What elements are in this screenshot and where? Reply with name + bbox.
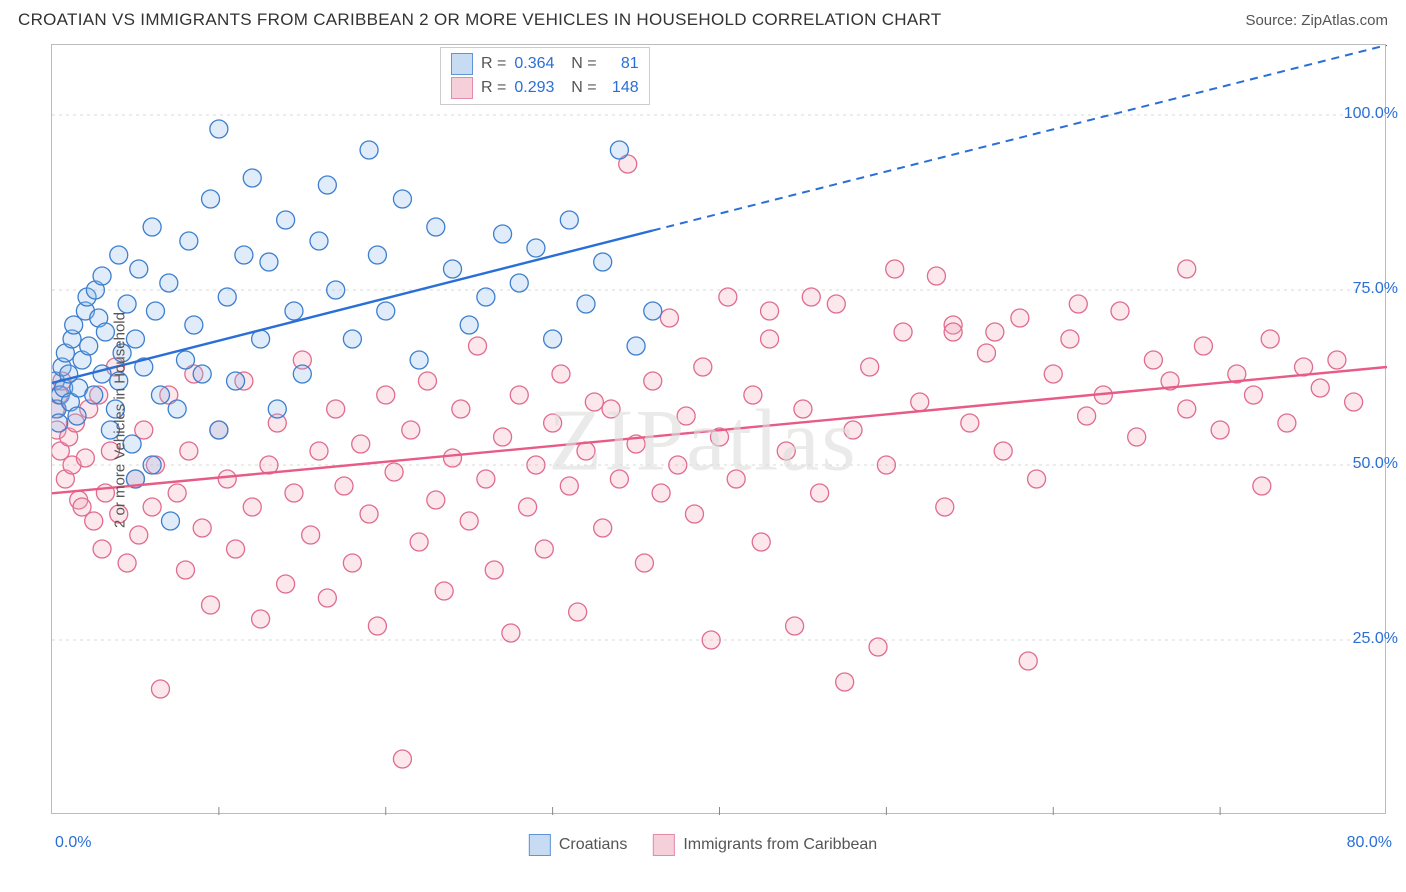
legend-swatch-bottom-1	[653, 834, 675, 856]
y-tick-label: 50.0%	[1353, 455, 1398, 473]
legend-n-label-0: N =	[562, 52, 596, 76]
legend-n-label-1: N =	[562, 76, 596, 100]
legend-swatch-0	[451, 53, 473, 75]
legend-stats-row-1: R = 0.293 N = 148	[451, 76, 639, 100]
chart-svg	[52, 45, 1387, 815]
y-axis-label: 2 or more Vehicles in Household	[111, 312, 128, 528]
legend-item-1: Immigrants from Caribbean	[653, 834, 877, 856]
legend-stats-row-0: R = 0.364 N = 81	[451, 52, 639, 76]
header-row: CROATIAN VS IMMIGRANTS FROM CARIBBEAN 2 …	[0, 0, 1406, 36]
legend-label-0: Croatians	[559, 836, 627, 854]
chart-source: Source: ZipAtlas.com	[1245, 12, 1388, 29]
legend-item-0: Croatians	[529, 834, 627, 856]
legend-r-label-1: R =	[481, 76, 506, 100]
x-axis-origin-label: 0.0%	[55, 834, 91, 852]
legend-swatch-bottom-0	[529, 834, 551, 856]
legend-bottom: Croatians Immigrants from Caribbean	[529, 834, 877, 856]
chart-plot-area	[51, 44, 1386, 814]
legend-r-value-0: 0.364	[514, 52, 554, 76]
legend-label-1: Immigrants from Caribbean	[683, 836, 877, 854]
legend-r-value-1: 0.293	[514, 76, 554, 100]
legend-n-value-1: 148	[605, 76, 639, 100]
x-axis-max-label: 80.0%	[1347, 834, 1392, 852]
y-tick-label: 100.0%	[1344, 105, 1398, 123]
legend-swatch-1	[451, 77, 473, 99]
y-tick-label: 75.0%	[1353, 280, 1398, 298]
legend-r-label-0: R =	[481, 52, 506, 76]
y-tick-label: 25.0%	[1353, 630, 1398, 648]
chart-title: CROATIAN VS IMMIGRANTS FROM CARIBBEAN 2 …	[18, 10, 941, 30]
legend-stats-box: R = 0.364 N = 81 R = 0.293 N = 148	[440, 47, 650, 105]
legend-n-value-0: 81	[605, 52, 639, 76]
